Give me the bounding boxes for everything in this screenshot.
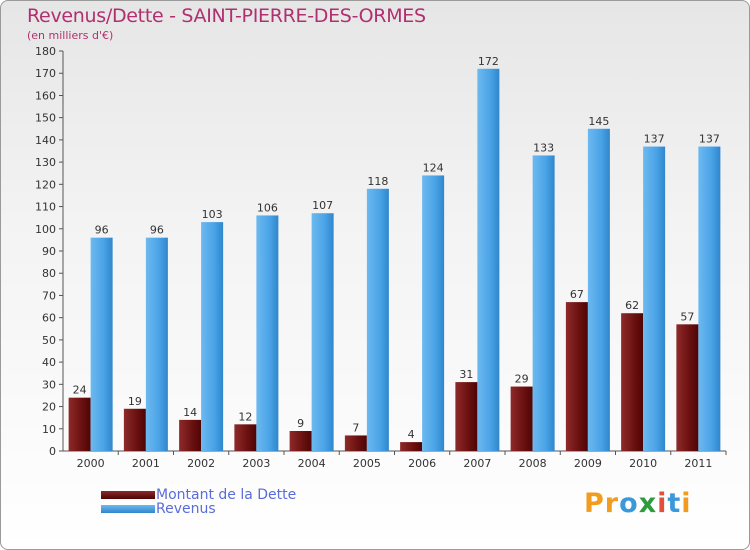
bar-dette: [68, 397, 91, 451]
legend-swatch-revenus: [101, 505, 155, 513]
bar-revenus: [698, 146, 721, 452]
y-tick-label: 130: [35, 156, 56, 169]
proxiti-logo: Proxiti: [584, 488, 692, 519]
logo-letter: o: [619, 488, 639, 519]
bar-dette: [179, 419, 202, 451]
data-label-revenus: 137: [699, 133, 720, 146]
y-tick-label: 20: [42, 401, 56, 414]
logo-letter: x: [638, 488, 658, 519]
bar-dette: [455, 382, 478, 451]
y-tick-label: 70: [42, 289, 56, 302]
data-label-revenus: 96: [95, 224, 109, 237]
data-label-dette: 19: [128, 395, 142, 408]
legend-label-debt: Montant de la Dette: [156, 487, 297, 503]
x-tick-label: 2003: [242, 457, 270, 470]
logo-letter: r: [604, 488, 620, 519]
data-label-revenus: 107: [312, 199, 333, 212]
bar-dette: [234, 424, 257, 451]
y-tick-label: 0: [49, 445, 56, 458]
data-label-dette: 14: [183, 406, 197, 419]
logo-letter: i: [681, 488, 692, 519]
plot-area: 0 10 20 30 40 50 60 70 80 90 100 110 120 130 140 150 160…: [35, 45, 727, 470]
y-tick-label: 170: [35, 67, 56, 80]
y-tick-label: 110: [35, 201, 56, 214]
bar-dette: [289, 431, 312, 451]
data-label-dette: 4: [408, 428, 415, 441]
y-tick-label: 50: [42, 334, 56, 347]
y-tick-label: 100: [35, 223, 56, 236]
bar-dette: [123, 408, 146, 451]
legend-swatch-debt: [101, 491, 155, 499]
bar-dette: [510, 386, 533, 451]
bar-dette: [344, 435, 367, 451]
data-label-dette: 29: [515, 373, 529, 386]
data-label-dette: 57: [680, 310, 694, 323]
y-tick-label: 150: [35, 112, 56, 125]
bar-dette: [621, 313, 644, 451]
x-tick-label: 2005: [353, 457, 381, 470]
x-tick-label: 2009: [574, 457, 602, 470]
y-tick-label: 180: [35, 45, 56, 58]
bar-revenus: [90, 237, 113, 451]
x-tick-label: 2001: [132, 457, 160, 470]
y-tick-label: 10: [42, 423, 56, 436]
bar-dette: [400, 442, 423, 451]
bar-revenus: [477, 68, 500, 452]
logo-letter: t: [667, 488, 682, 519]
bar-revenus: [145, 237, 168, 451]
y-tick-label: 160: [35, 89, 56, 102]
bar-revenus: [201, 222, 224, 451]
data-label-dette: 62: [625, 299, 639, 312]
x-tick-label: 2011: [684, 457, 712, 470]
data-label-revenus: 106: [257, 201, 278, 214]
y-tick-label: 120: [35, 178, 56, 191]
chart-subtitle: (en milliers d'€): [27, 29, 114, 42]
y-tick-label: 80: [42, 267, 56, 280]
x-tick-label: 2008: [519, 457, 547, 470]
data-label-dette: 31: [459, 368, 473, 381]
bar-dette: [565, 302, 588, 451]
data-label-dette: 24: [73, 384, 87, 397]
x-tick-label: 2010: [629, 457, 657, 470]
bar-revenus: [311, 213, 334, 451]
data-label-revenus: 172: [478, 55, 499, 68]
data-label-revenus: 137: [644, 133, 665, 146]
y-tick-label: 140: [35, 134, 56, 147]
data-label-dette: 12: [238, 410, 252, 423]
x-tick-label: 2000: [77, 457, 105, 470]
x-tick-label: 2006: [408, 457, 436, 470]
data-label-revenus: 103: [202, 208, 223, 221]
logo-letter: i: [657, 488, 668, 519]
y-tick-label: 60: [42, 312, 56, 325]
data-label-dette: 7: [352, 421, 359, 434]
bar-revenus: [366, 188, 389, 451]
legend-label-revenus: Revenus: [156, 501, 216, 517]
data-label-dette: 9: [297, 417, 304, 430]
data-label-revenus: 118: [367, 175, 388, 188]
y-tick-label: 90: [42, 245, 56, 258]
data-label-revenus: 133: [533, 141, 554, 154]
x-tick-label: 2004: [298, 457, 326, 470]
bar-revenus: [587, 128, 610, 451]
bar-revenus: [643, 146, 666, 452]
x-tick-label: 2002: [187, 457, 215, 470]
y-tick-label: 30: [42, 378, 56, 391]
y-tick-label: 40: [42, 356, 56, 369]
bar-revenus: [422, 175, 445, 451]
bar-dette: [676, 324, 699, 451]
bar-revenus: [532, 155, 555, 451]
data-label-dette: 67: [570, 288, 584, 301]
data-label-revenus: 96: [150, 224, 164, 237]
chart-title: Revenus/Dette - SAINT-PIERRE-DES-ORMES: [27, 5, 426, 27]
bar-revenus: [256, 215, 279, 451]
data-label-revenus: 145: [588, 115, 609, 128]
x-tick-label: 2007: [463, 457, 491, 470]
logo-letter: P: [584, 488, 605, 519]
data-label-revenus: 124: [423, 161, 444, 174]
